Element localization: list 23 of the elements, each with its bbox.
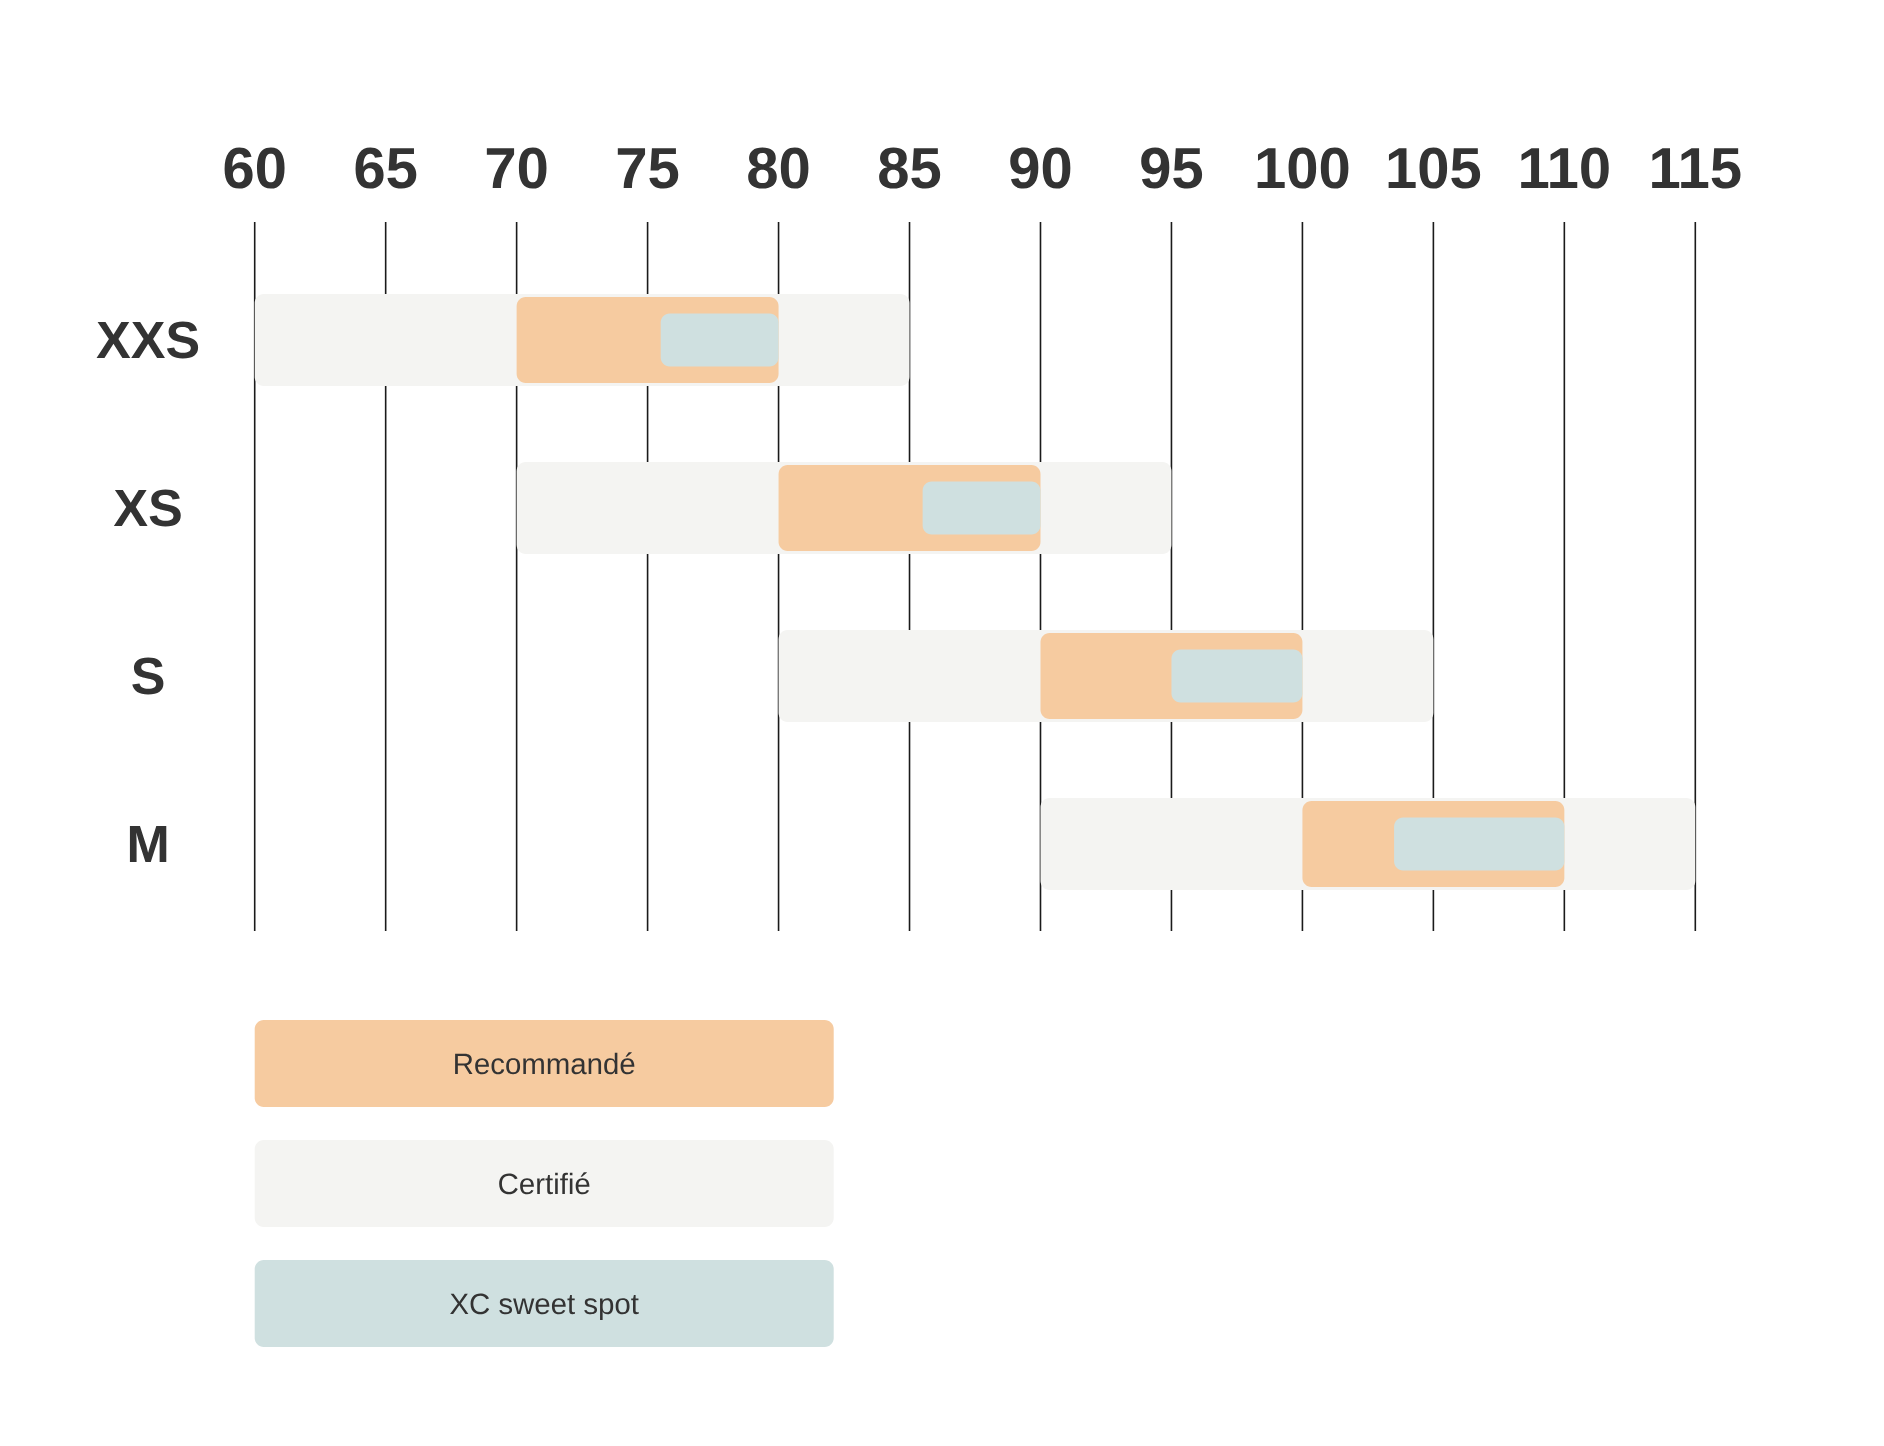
x-tick-label: 75 <box>617 148 679 189</box>
y-tick-label: M <box>129 826 167 862</box>
x-tick-label: 60 <box>224 147 285 189</box>
text: Certifié <box>499 1172 590 1195</box>
x-tick-label: 115 <box>1652 148 1741 189</box>
x-tick-label: 100 <box>1257 147 1349 189</box>
x-tick-label: 110 <box>1521 147 1609 189</box>
y-tick-label: S <box>132 657 164 695</box>
x-tick-label: 85 <box>879 147 941 189</box>
x-tick-label: 105 <box>1388 147 1481 189</box>
x-tick-label: 95 <box>1141 147 1203 189</box>
x-tick-label: 70 <box>486 147 547 189</box>
x-tick-label: 65 <box>355 147 417 189</box>
y-tick-label: XXS <box>96 321 199 359</box>
x-tick-label: 90 <box>1010 147 1071 189</box>
bar <box>922 481 1041 535</box>
text: XC sweet spot <box>450 1293 639 1321</box>
bar <box>1394 817 1565 871</box>
text: Recommandé <box>455 1052 635 1075</box>
y-tick-label: XS <box>113 489 181 527</box>
bar <box>1171 649 1303 703</box>
bar <box>660 313 779 367</box>
x-tick-label: 80 <box>748 147 809 189</box>
